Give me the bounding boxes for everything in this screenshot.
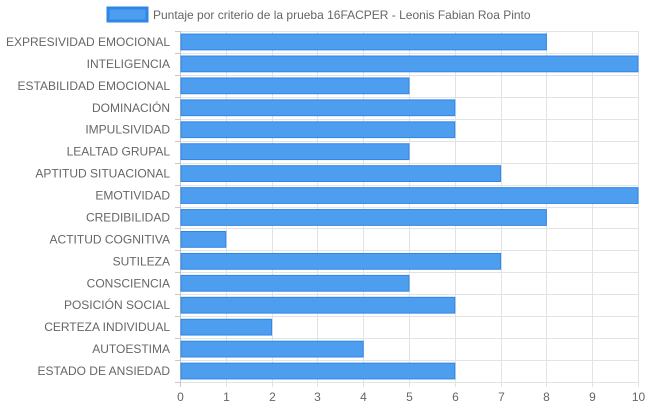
bar[interactable] — [180, 274, 410, 292]
x-tick-label: 0 — [177, 390, 184, 404]
bar[interactable] — [180, 55, 639, 73]
category-label: CREDIBILIDAD — [86, 210, 170, 224]
x-tick-label: 1 — [223, 390, 230, 404]
x-tick-label: 9 — [589, 390, 596, 404]
bar[interactable] — [180, 340, 364, 358]
category-label: LEALTAD GRUPAL — [67, 145, 171, 159]
x-axis-ticks: 0 1 2 3 4 5 6 7 8 9 10 — [177, 390, 645, 404]
bar[interactable] — [180, 121, 456, 139]
bar[interactable] — [180, 143, 410, 161]
x-tick-label: 6 — [452, 390, 459, 404]
legend-swatch — [106, 6, 149, 23]
x-tick-label: 7 — [498, 390, 505, 404]
category-label: POSICIÓN SOCIAL — [64, 297, 170, 312]
category-label: ESTABILIDAD EMOCIONAL — [18, 79, 171, 93]
x-tick-label: 2 — [269, 390, 276, 404]
bar[interactable] — [180, 231, 227, 248]
bar[interactable] — [180, 165, 502, 182]
bar[interactable] — [180, 99, 456, 117]
legend-label: Puntaje por criterio de la prueba 16FACP… — [153, 8, 531, 22]
bar[interactable] — [180, 252, 502, 270]
bar[interactable] — [180, 187, 639, 204]
category-label: INTELIGENCIA — [87, 57, 170, 71]
category-label: CONSCIENCIA — [87, 276, 170, 290]
legend[interactable]: Puntaje por criterio de la prueba 16FACP… — [106, 6, 531, 23]
bars — [180, 33, 639, 380]
category-label: ACTITUD COGNITIVA — [50, 232, 170, 246]
bar[interactable] — [180, 318, 273, 336]
category-label: SUTILEZA — [113, 254, 170, 268]
category-label: IMPULSIVIDAD — [85, 123, 170, 137]
category-label: AUTOESTIMA — [92, 342, 170, 356]
category-label: EMOTIVIDAD — [95, 189, 170, 203]
bar[interactable] — [180, 209, 547, 226]
category-label: DOMINACIÓN — [92, 100, 170, 115]
x-tick-label: 10 — [632, 390, 646, 404]
x-tick-label: 8 — [543, 390, 550, 404]
category-label: APTITUD SITUACIONAL — [35, 167, 170, 181]
grid-lines — [175, 31, 639, 387]
category-label: EXPRESIVIDAD EMOCIONAL — [6, 35, 170, 49]
category-label: CERTEZA INDIVIDUAL — [44, 320, 170, 334]
category-labels: EXPRESIVIDAD EMOCIONAL INTELIGENCIA ESTABI… — [6, 35, 170, 378]
x-tick-label: 5 — [406, 390, 413, 404]
bar[interactable] — [180, 77, 410, 95]
x-tick-label: 3 — [314, 390, 321, 404]
bar[interactable] — [180, 362, 456, 380]
bar[interactable] — [180, 33, 547, 51]
x-tick-label: 4 — [360, 390, 367, 404]
category-label: ESTADO DE ANSIEDAD — [38, 364, 171, 378]
bar[interactable] — [180, 296, 456, 314]
